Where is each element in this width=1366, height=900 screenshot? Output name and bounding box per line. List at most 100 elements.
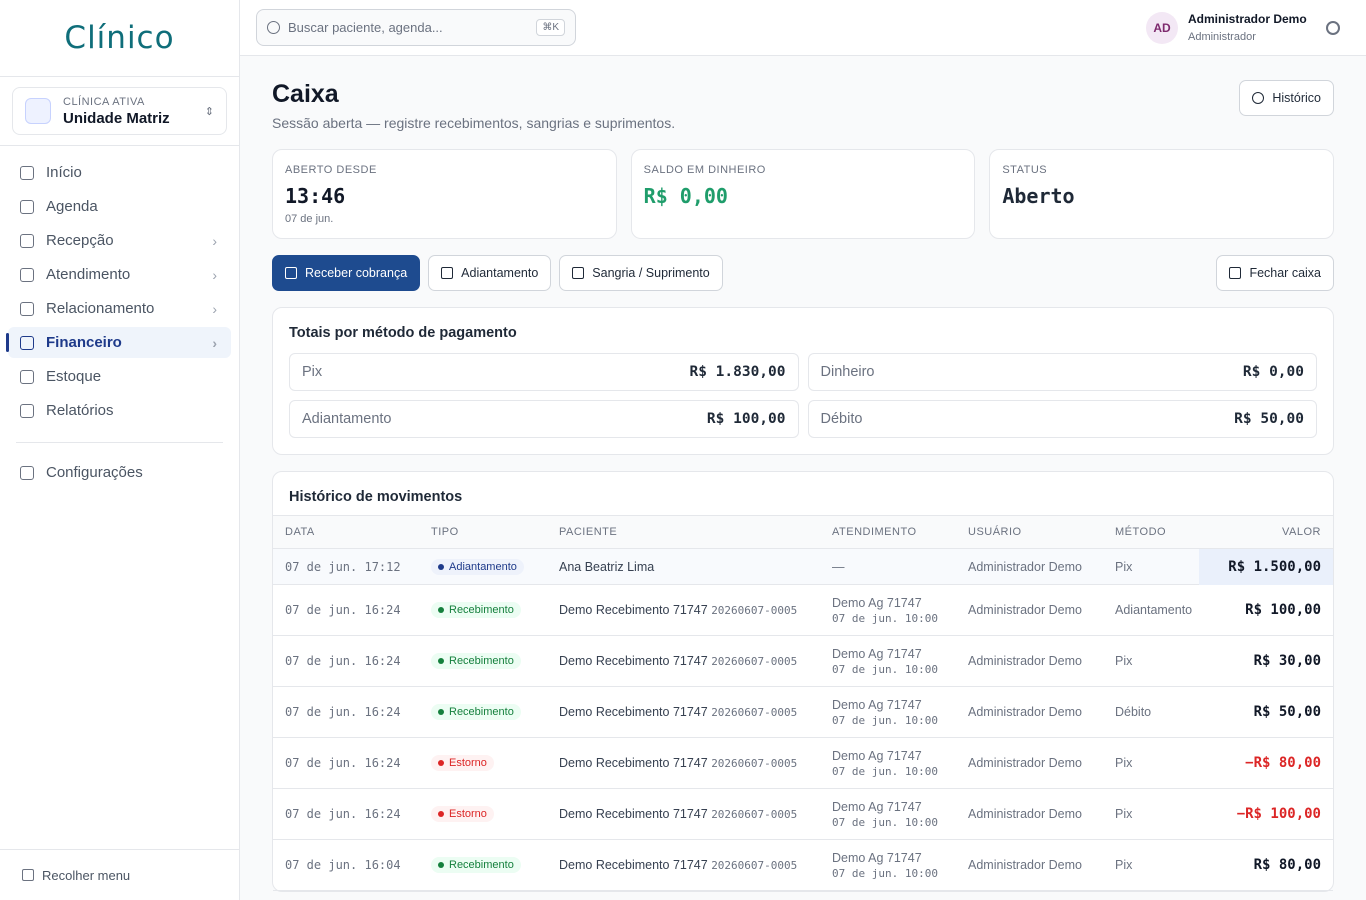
amount: R$ 1.500,00	[1228, 559, 1321, 575]
totals-title: Totais por método de pagamento	[289, 325, 517, 341]
type-badge: Estorno	[431, 755, 494, 771]
amount-cell: R$ 30,00	[1199, 653, 1333, 669]
clinic-icon	[25, 98, 51, 124]
search[interactable]: Buscar paciente, agenda... ⌘K	[256, 9, 576, 46]
theme-toggle[interactable]	[1326, 21, 1340, 35]
column-header: USUÁRIO	[968, 526, 1022, 538]
patient: Demo Recebimento 71747	[559, 654, 708, 668]
appointment-cell: —	[820, 560, 956, 574]
chevron: ›	[212, 334, 217, 351]
nav-label: Configurações	[46, 464, 143, 481]
amount: −R$ 80,00	[1245, 755, 1321, 771]
table-row[interactable]: 07 de jun. 16:24 Recebimento Demo Recebime…	[273, 687, 1333, 738]
shortcut: ⌘K	[536, 19, 565, 36]
stat-card: SALDO EM DINHEIRO R$ 0,00	[630, 149, 976, 239]
nav-item[interactable]: Recepção ›	[8, 225, 231, 256]
patient: Demo Recebimento 71747	[559, 756, 708, 770]
appointment-time: 07 de jun. 10:00	[832, 866, 938, 880]
appointment: Demo Ag 71747	[832, 850, 922, 865]
appointment-time: 07 de jun. 10:00	[832, 713, 938, 727]
actions: Receber cobrança Adiantamento Sangria / Su…	[272, 255, 1334, 291]
table-row[interactable]: 07 de jun. 16:04 Recebimento Demo Recebime…	[273, 840, 1333, 891]
table-row[interactable]: 07 de jun. 16:24 Recebimento Demo Recebime…	[273, 585, 1333, 636]
action-label: Adiantamento	[461, 266, 539, 280]
date: 07 de jun. 16:24	[285, 705, 401, 719]
appointment: —	[832, 560, 845, 574]
nav-item[interactable]: Configurações	[8, 457, 231, 488]
table-row[interactable]: 07 de jun. 16:24 Estorno Demo Recebimento …	[273, 789, 1333, 840]
patient-code: 20260607-0005	[711, 757, 798, 770]
appointment-cell: Demo Ag 71747 07 de jun. 10:00	[820, 749, 956, 778]
divider	[0, 145, 239, 146]
clinic-selector[interactable]: CLÍNICA ATIVA Unidade Matriz ⇕	[12, 87, 227, 135]
history-button[interactable]: Histórico	[1239, 80, 1334, 116]
action-button[interactable]: Sangria / Suprimento	[559, 255, 723, 291]
type-cell: Adiantamento	[419, 559, 547, 575]
patient-code: 20260607-0005	[711, 808, 798, 821]
nav-item[interactable]: Relacionamento ›	[8, 293, 231, 324]
amount: R$ 100,00	[1245, 602, 1321, 618]
type-cell: Estorno	[419, 755, 547, 771]
collapse-icon	[22, 869, 34, 881]
chevron: ›	[212, 300, 217, 317]
patient-cell: Ana Beatriz Lima	[547, 560, 820, 574]
table-body: 07 de jun. 17:12 Adiantamento Ana Beatriz …	[273, 549, 1333, 891]
appointment: Demo Ag 71747	[832, 748, 922, 763]
nav: Início Agenda Recepção › Atendimento › Relacio…	[0, 146, 239, 488]
amount: R$ 50,00	[1253, 704, 1321, 720]
nav-label: Estoque	[46, 368, 102, 385]
patient-cell: Demo Recebimento 71747 20260607-0005	[547, 858, 820, 872]
icon	[441, 267, 454, 279]
nav-icon	[20, 369, 34, 384]
patient-code: 20260607-0005	[711, 655, 798, 668]
action-button[interactable]: Receber cobrança	[272, 255, 421, 291]
clinic-text: CLÍNICA ATIVA Unidade Matriz	[63, 96, 170, 127]
icon	[1252, 92, 1265, 104]
nav-label: Relatórios	[46, 402, 114, 419]
table-row[interactable]: 07 de jun. 17:12 Adiantamento Ana Beatriz …	[273, 549, 1333, 585]
type-badge: Recebimento	[431, 653, 521, 669]
selector-caret: ⇕	[204, 105, 214, 118]
amount-cell: R$ 80,00	[1199, 857, 1333, 873]
nav-item[interactable]: Relatórios	[8, 395, 231, 426]
history-button-text: Histórico	[1272, 91, 1321, 105]
total-item: Débito R$ 50,00	[807, 400, 1317, 438]
type-cell: Recebimento	[419, 653, 547, 669]
total-item: Dinheiro R$ 0,00	[807, 353, 1317, 391]
column-header: VALOR	[1282, 526, 1321, 538]
nav-item[interactable]: Agenda	[8, 191, 231, 222]
search-icon	[267, 21, 280, 34]
collapse-menu[interactable]: Recolher menu	[0, 849, 239, 900]
close-button[interactable]: Fechar caixa	[1216, 255, 1334, 291]
nav-item[interactable]: Atendimento ›	[8, 259, 231, 290]
user-role: Administrador	[1188, 31, 1256, 43]
nav-item[interactable]: Início	[8, 157, 231, 188]
appointment: Demo Ag 71747	[832, 646, 922, 661]
appointment-cell: Demo Ag 71747 07 de jun. 10:00	[820, 800, 956, 829]
total-amount: R$ 0,00	[1242, 364, 1304, 380]
patient-cell: Demo Recebimento 71747 20260607-0005	[547, 756, 820, 770]
patient-code: 20260607-0005	[711, 859, 798, 872]
stat-label: ABERTO DESDE	[285, 164, 377, 176]
close-button-text: Fechar caixa	[1249, 266, 1321, 280]
appointment: Demo Ag 71747	[832, 595, 922, 610]
amount: R$ 80,00	[1253, 857, 1321, 873]
logo[interactable]: Clínico	[0, 0, 239, 77]
patient-cell: Demo Recebimento 71747 20260607-0005	[547, 603, 820, 617]
appointment: Demo Ag 71747	[832, 697, 922, 712]
stat-label: SALDO EM DINHEIRO	[643, 164, 766, 176]
avatar[interactable]: AD	[1146, 12, 1178, 44]
type-cell: Recebimento	[419, 704, 547, 720]
nav-item[interactable]: Estoque	[8, 361, 231, 392]
nav-item[interactable]: Financeiro ›	[6, 327, 231, 358]
table-row[interactable]: 07 de jun. 16:24 Recebimento Demo Recebime…	[273, 636, 1333, 687]
table-row[interactable]: 07 de jun. 16:24 Estorno Demo Recebimento …	[273, 738, 1333, 789]
type-badge: Recebimento	[431, 857, 521, 873]
amount-cell: R$ 1.500,00	[1199, 549, 1333, 585]
action-button[interactable]: Adiantamento	[428, 255, 552, 291]
icon	[1229, 267, 1242, 279]
method: Débito	[1115, 705, 1152, 719]
total-method: Pix	[302, 364, 323, 380]
method: Pix	[1115, 756, 1133, 770]
